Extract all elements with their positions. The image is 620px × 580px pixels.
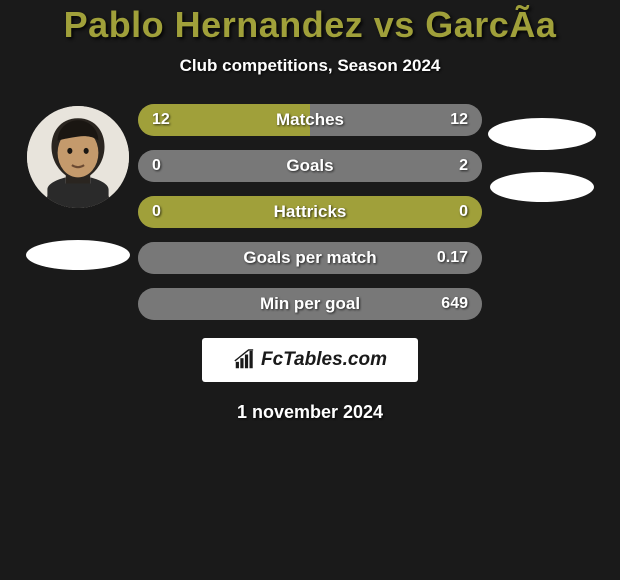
stat-right-value: 12 bbox=[450, 111, 468, 129]
comparison-widget: Pablo Hernandez vs GarcÃ­a Club competit… bbox=[0, 0, 620, 423]
player-left-name-oval bbox=[26, 240, 130, 270]
page-title: Pablo Hernandez vs GarcÃ­a bbox=[0, 4, 620, 46]
stat-right-value: 649 bbox=[441, 295, 468, 313]
stat-bar: 0 Hattricks 0 bbox=[138, 196, 482, 228]
player-right-oval-1 bbox=[488, 118, 596, 150]
stat-bar-text: 12 Matches 12 bbox=[138, 104, 482, 136]
stat-left-value: 0 bbox=[152, 203, 161, 221]
stat-bar-text: 0 Goals 2 bbox=[138, 150, 482, 182]
stat-label: Goals per match bbox=[243, 248, 376, 268]
stat-label: Min per goal bbox=[260, 294, 360, 314]
stat-bar-text: 0 Hattricks 0 bbox=[138, 196, 482, 228]
player-left-column bbox=[22, 104, 134, 270]
stat-right-value: 2 bbox=[459, 157, 468, 175]
footer-date: 1 november 2024 bbox=[0, 402, 620, 423]
main-row: 12 Matches 12 0 Goals 2 0 Hattricks 0 Goals per m… bbox=[0, 104, 620, 320]
stat-left-value: 12 bbox=[152, 111, 170, 129]
chart-icon bbox=[233, 349, 255, 371]
stat-label: Matches bbox=[276, 110, 344, 130]
stat-right-value: 0.17 bbox=[437, 249, 468, 267]
avatar-placeholder-icon bbox=[27, 106, 129, 208]
stat-label: Goals bbox=[286, 156, 333, 176]
watermark-text: FcTables.com bbox=[261, 349, 387, 371]
stat-bar: 0 Goals 2 bbox=[138, 150, 482, 182]
watermark[interactable]: FcTables.com bbox=[202, 338, 418, 382]
stat-bar-text: Min per goal 649 bbox=[138, 288, 482, 320]
stats-bars: 12 Matches 12 0 Goals 2 0 Hattricks 0 Goals per m… bbox=[134, 104, 486, 320]
stat-bar: Goals per match 0.17 bbox=[138, 242, 482, 274]
subtitle: Club competitions, Season 2024 bbox=[0, 56, 620, 76]
player-left-avatar bbox=[27, 106, 129, 208]
stat-left-value: 0 bbox=[152, 157, 161, 175]
stat-bar: 12 Matches 12 bbox=[138, 104, 482, 136]
stat-bar-text: Goals per match 0.17 bbox=[138, 242, 482, 274]
stat-bar: Min per goal 649 bbox=[138, 288, 482, 320]
stat-right-value: 0 bbox=[459, 203, 468, 221]
player-right-column bbox=[486, 104, 598, 224]
stat-label: Hattricks bbox=[274, 202, 347, 222]
player-right-oval-2 bbox=[490, 172, 594, 202]
